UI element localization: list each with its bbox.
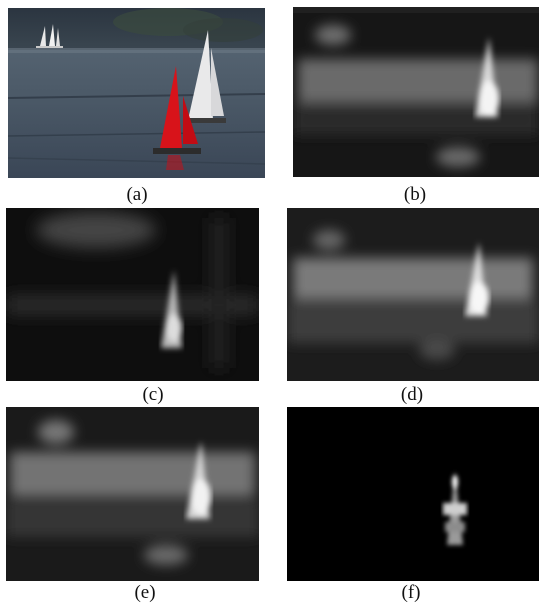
panel-a-caption: (a) xyxy=(126,184,148,205)
panel-b-image xyxy=(293,7,539,177)
panel-a-image xyxy=(8,8,265,178)
panel-d-caption: (d) xyxy=(400,384,424,405)
panel-c-image xyxy=(6,208,259,381)
panel-c-caption: (c) xyxy=(142,384,164,405)
panel-d-image xyxy=(287,208,539,381)
panel-f-caption: (f) xyxy=(401,582,421,603)
panel-b-caption: (b) xyxy=(403,184,427,205)
panel-f-image xyxy=(287,407,539,581)
panel-e-caption: (e) xyxy=(134,582,156,603)
panel-e-image xyxy=(6,407,259,581)
